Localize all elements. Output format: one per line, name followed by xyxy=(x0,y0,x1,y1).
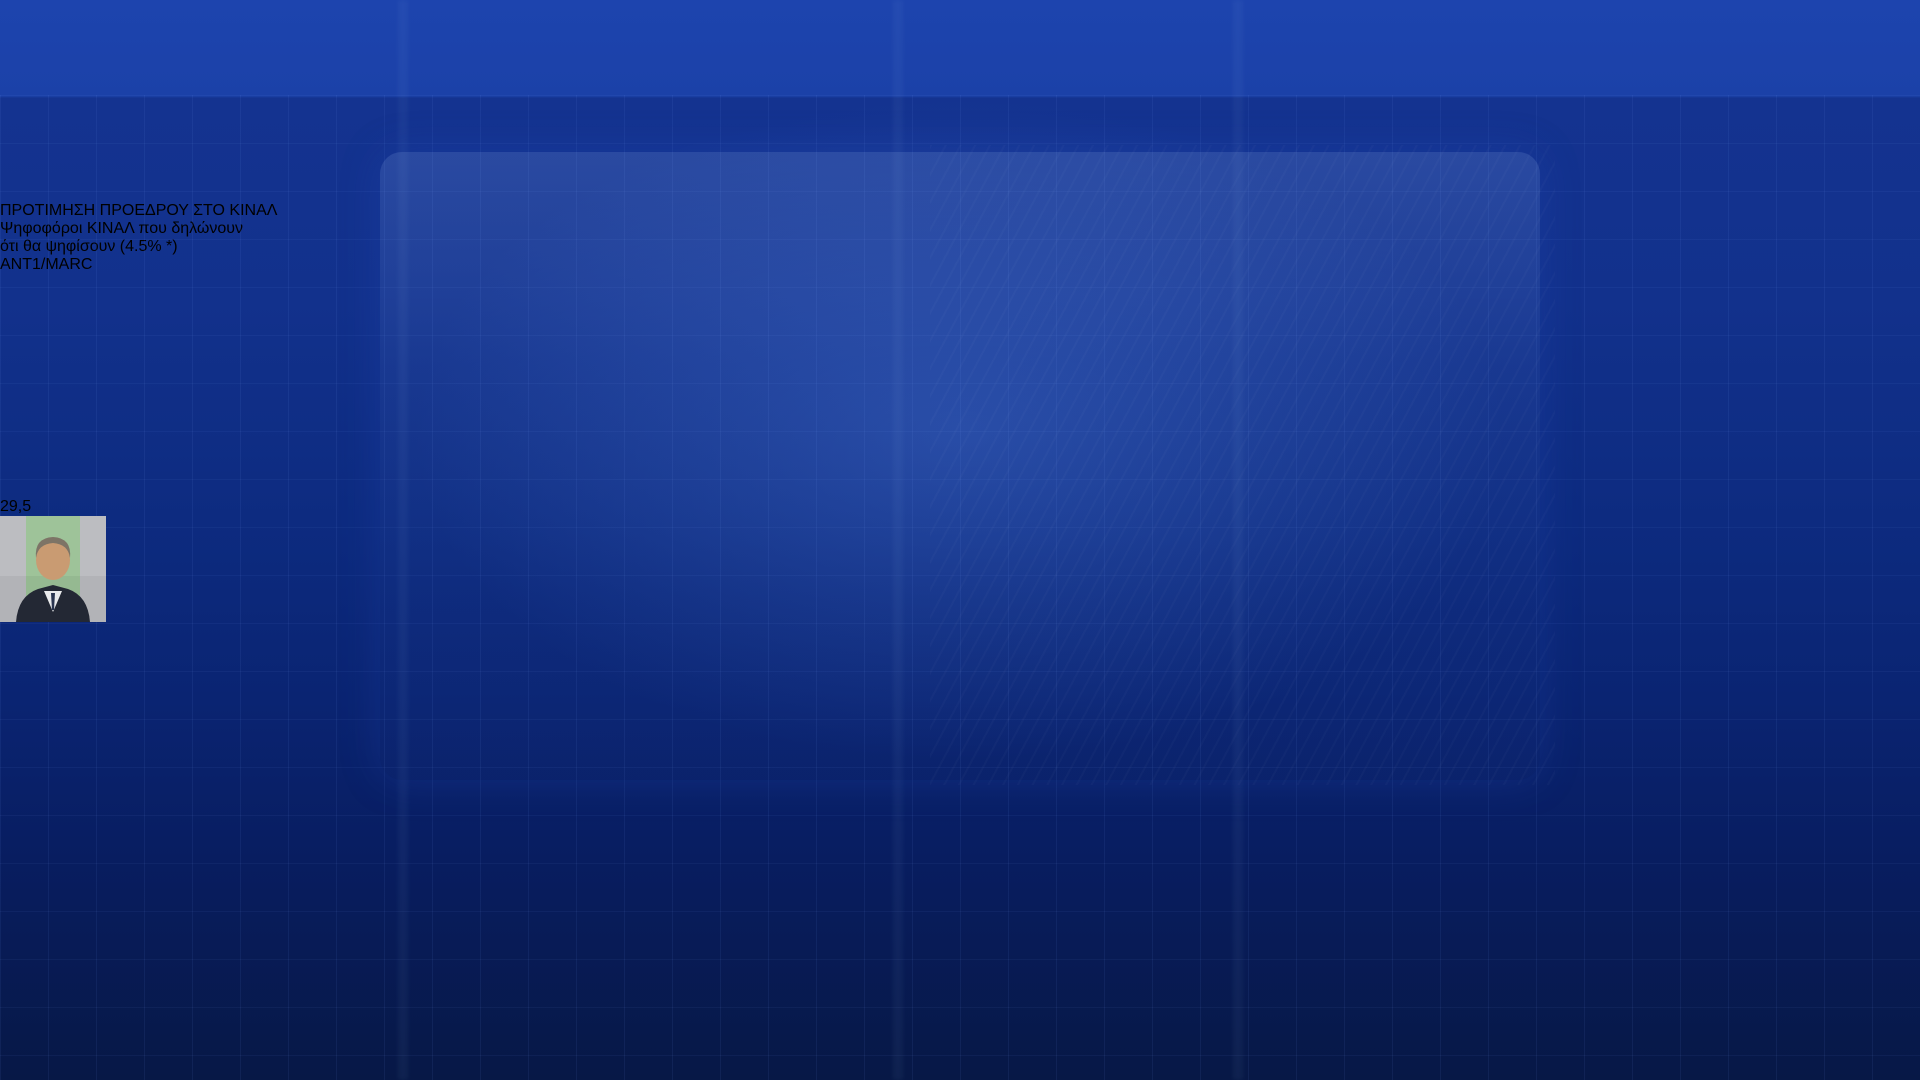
chart-subtitle-line2: ότι θα ψηφίσουν (4.5% *) xyxy=(0,238,1920,256)
bar-1 xyxy=(0,0,1920,498)
portrait-man-gray-hair-suit-tie-image xyxy=(0,516,1920,627)
source-label: ANT1/MARC xyxy=(0,256,1920,274)
background-grid xyxy=(0,95,1920,1080)
bar-2 xyxy=(0,627,1920,1080)
bar-1-value: 29,5 xyxy=(0,498,32,515)
background-light-streak xyxy=(893,0,903,1080)
background-light-streak xyxy=(398,0,408,1080)
chart-panel xyxy=(380,152,1540,780)
background-light-streak xyxy=(1233,0,1243,1080)
chart-title: ΠΡΟΤΙΜΗΣΗ ΠΡΟΕΔΡΟΥ ΣΤΟ ΚΙΝΑΛ xyxy=(0,202,1920,220)
chart-subtitle-line1: Ψηφοφόροι ΚΙΝΑΛ που δηλώνουν xyxy=(0,220,1920,238)
